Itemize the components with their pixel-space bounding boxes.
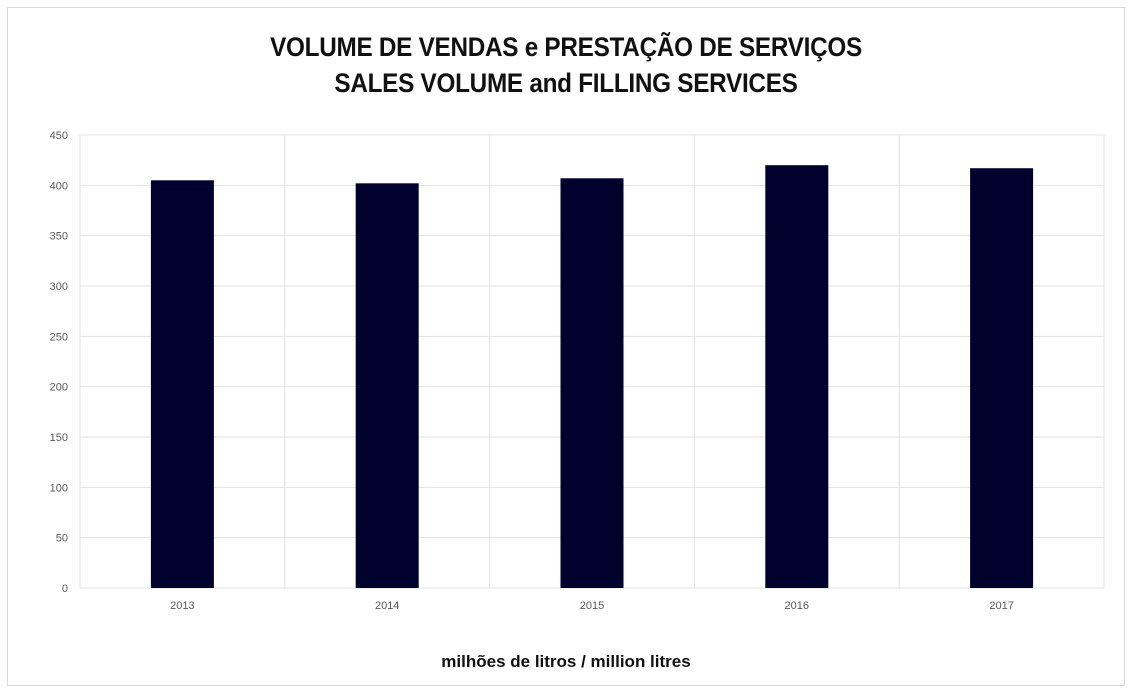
y-tick-label: 300 <box>50 281 68 293</box>
y-tick-label: 250 <box>50 331 68 343</box>
y-tick-label: 50 <box>56 533 68 545</box>
y-tick-label: 450 <box>50 130 68 142</box>
bar-2017 <box>970 168 1034 588</box>
x-tick-label: 2014 <box>375 600 399 612</box>
bar-2013 <box>150 180 214 589</box>
x-tick-label: 2013 <box>170 600 194 612</box>
y-tick-label: 400 <box>50 180 68 192</box>
y-tick-label: 350 <box>50 231 68 243</box>
x-axis-label: milhões de litros / million litres <box>441 652 691 671</box>
bar-2014 <box>355 183 419 588</box>
x-tick-label: 2015 <box>580 600 604 612</box>
bar-2016 <box>765 165 829 588</box>
chart-subtitle: SALES VOLUME and FILLING SERVICES <box>334 68 798 98</box>
y-tick-label: 200 <box>50 382 68 394</box>
y-tick-label: 150 <box>50 432 68 444</box>
y-tick-label: 100 <box>50 482 68 494</box>
x-tick-label: 2017 <box>989 600 1013 612</box>
chart-title: VOLUME DE VENDAS e PRESTAÇÃO DE SERVIÇOS <box>270 32 862 62</box>
x-tick-label: 2016 <box>785 600 809 612</box>
y-tick-label: 0 <box>62 583 68 595</box>
bar-2015 <box>560 178 624 588</box>
